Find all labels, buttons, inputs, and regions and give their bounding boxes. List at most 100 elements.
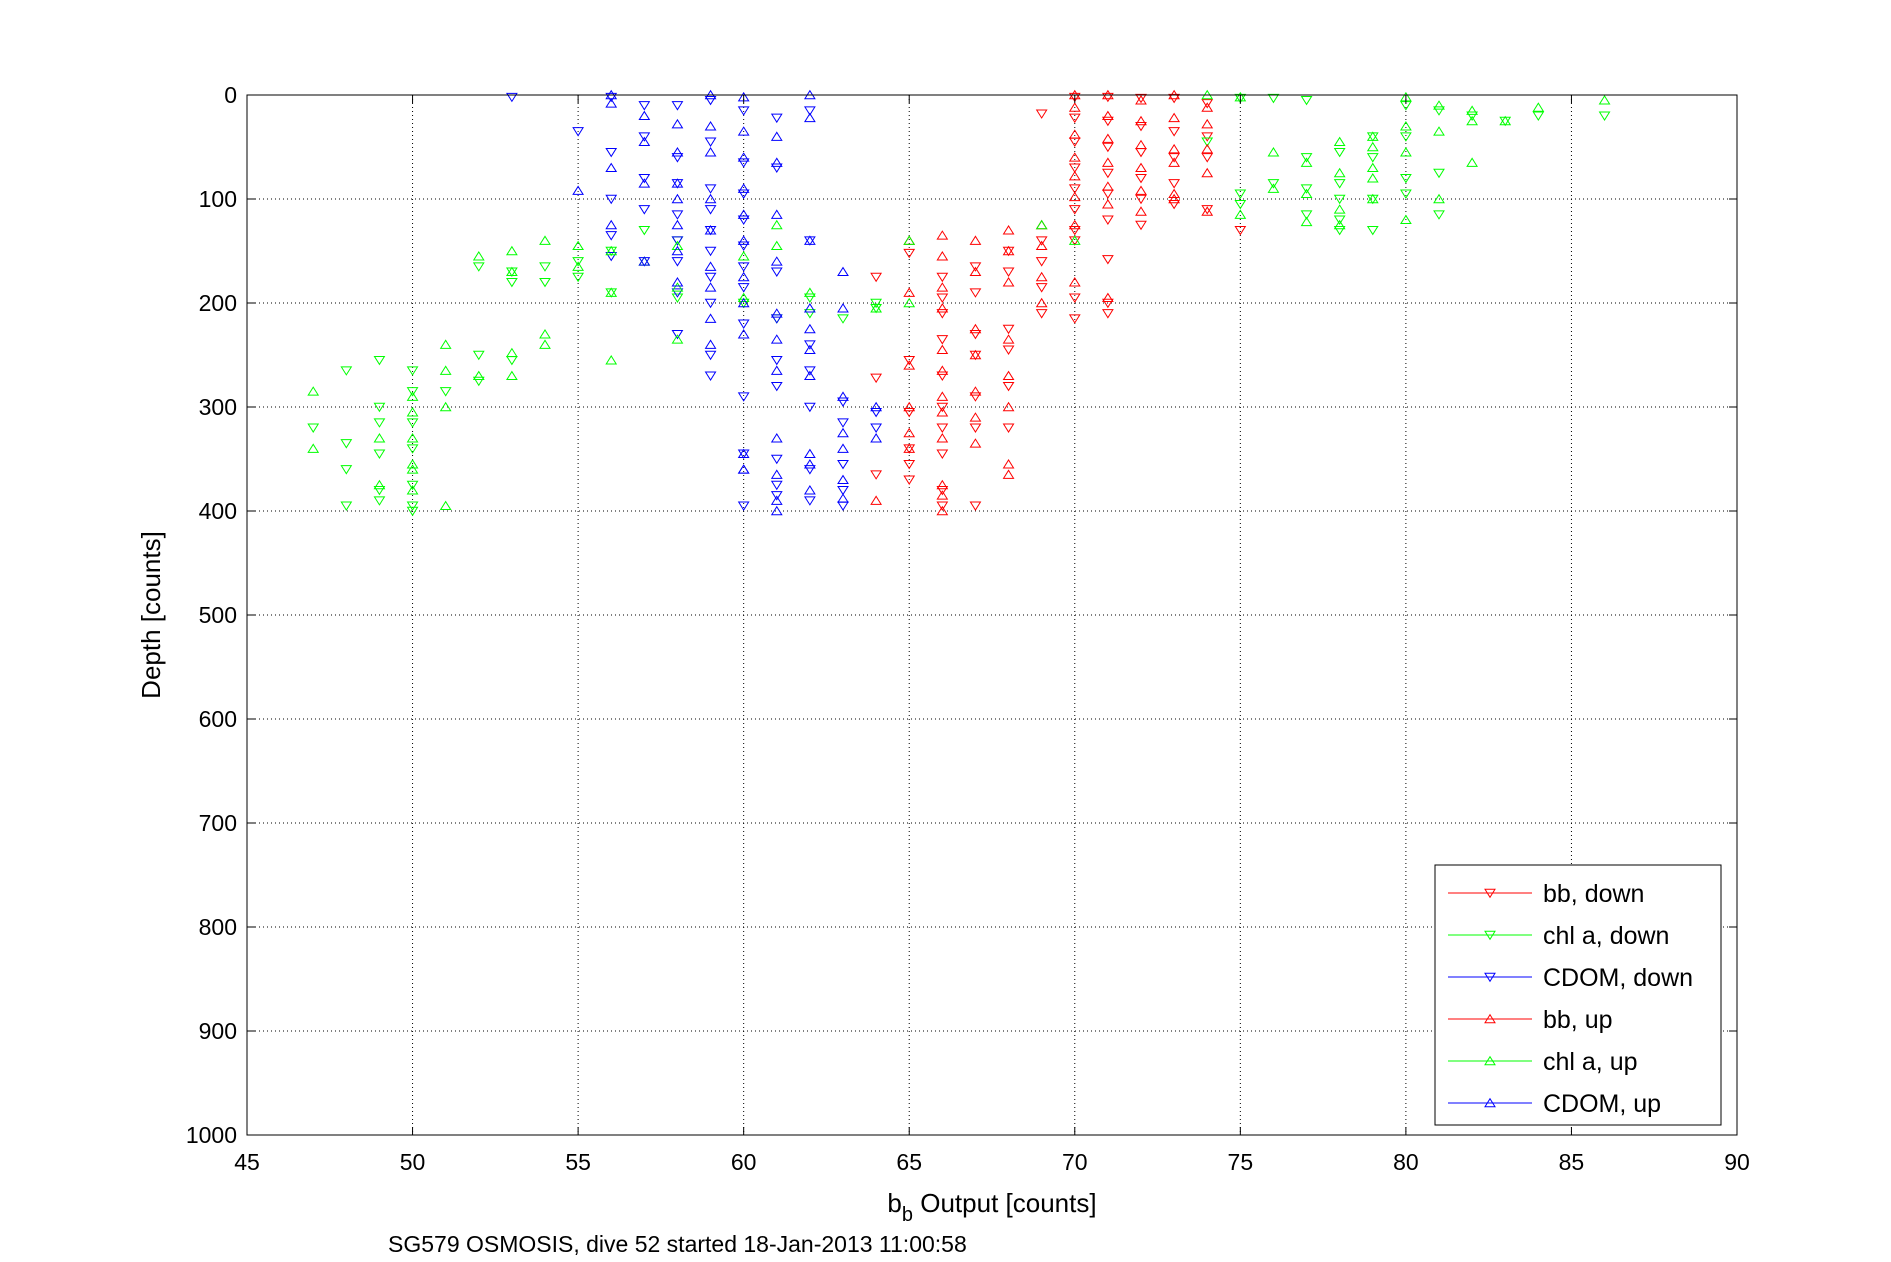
data-point	[737, 126, 750, 136]
y-tick-label: 700	[199, 810, 237, 836]
data-point	[1135, 93, 1147, 104]
data-point	[936, 433, 949, 443]
data-point	[406, 506, 419, 517]
data-point	[870, 401, 883, 412]
data-point	[704, 246, 717, 257]
data-point	[1300, 95, 1313, 106]
data-point	[903, 235, 916, 245]
data-point	[1598, 111, 1611, 121]
data-point	[704, 121, 717, 131]
data-point	[936, 293, 949, 303]
data-point	[936, 309, 949, 319]
data-point	[1267, 147, 1280, 157]
data-point	[1002, 423, 1015, 433]
data-point	[1532, 102, 1545, 112]
data-point	[737, 271, 750, 282]
legend-marker	[1484, 1013, 1496, 1024]
data-point	[1101, 142, 1114, 153]
data-point	[505, 277, 518, 288]
x-tick-label: 75	[1228, 1149, 1254, 1175]
data-point	[803, 235, 816, 245]
data-point	[936, 272, 949, 283]
data-point	[1201, 167, 1214, 178]
x-tick-label: 55	[565, 1149, 591, 1175]
data-point	[936, 365, 949, 375]
data-point	[1366, 193, 1379, 204]
data-point	[1068, 293, 1081, 303]
data-point	[803, 370, 816, 381]
data-point	[1532, 111, 1545, 121]
data-point	[307, 386, 320, 396]
data-point	[936, 371, 949, 381]
data-point	[638, 110, 651, 121]
data-point	[572, 272, 585, 283]
data-point	[737, 241, 750, 251]
data-point	[1399, 147, 1412, 157]
data-point	[870, 303, 883, 313]
data-point	[472, 262, 485, 272]
data-point	[1101, 298, 1114, 309]
data-point	[1168, 199, 1181, 210]
data-point	[605, 98, 618, 108]
data-point	[572, 185, 585, 195]
data-point	[903, 355, 916, 366]
data-point	[373, 485, 386, 496]
x-tick-label: 90	[1724, 1149, 1750, 1175]
figure-caption: SG579 OSMOSIS, dive 52 started 18-Jan-20…	[388, 1231, 967, 1257]
data-point	[671, 101, 684, 111]
data-point	[1366, 225, 1379, 236]
data-point	[572, 240, 585, 251]
data-point	[605, 355, 618, 365]
data-point	[373, 355, 386, 366]
data-point	[1168, 188, 1181, 199]
data-point	[1300, 216, 1313, 227]
data-point	[1101, 133, 1114, 143]
data-point	[803, 287, 816, 297]
data-point	[770, 334, 783, 344]
data-point	[770, 219, 783, 230]
data-point	[1168, 153, 1181, 163]
data-point	[307, 423, 320, 433]
data-point	[870, 298, 883, 309]
data-point	[406, 391, 419, 401]
data-point	[472, 251, 485, 261]
data-point	[803, 106, 816, 116]
data-point	[406, 459, 419, 469]
data-point	[671, 277, 684, 287]
data-point	[837, 303, 849, 313]
data-point	[704, 339, 717, 349]
data-point	[803, 309, 816, 319]
series-2	[505, 92, 883, 511]
data-point	[1366, 153, 1379, 163]
data-point	[770, 267, 783, 277]
data-point	[1035, 283, 1048, 293]
data-point	[406, 418, 419, 428]
data-point	[1499, 115, 1512, 126]
data-point	[1101, 255, 1114, 265]
data-point	[1101, 215, 1114, 225]
x-tick-label: 50	[400, 1149, 426, 1175]
data-point	[903, 427, 916, 438]
data-point	[1068, 170, 1081, 181]
data-point	[1267, 179, 1280, 189]
data-point	[770, 491, 783, 501]
data-point	[1101, 110, 1114, 121]
data-point	[803, 344, 816, 355]
data-point	[1466, 157, 1479, 167]
data-point	[1433, 193, 1445, 204]
data-point	[870, 423, 883, 433]
data-point	[671, 282, 684, 292]
data-point	[1168, 179, 1181, 189]
data-point	[870, 407, 883, 418]
data-point	[704, 350, 717, 361]
data-point	[505, 245, 518, 256]
data-point	[572, 257, 585, 267]
data-point	[1068, 205, 1081, 215]
data-point	[1433, 126, 1445, 136]
data-point	[770, 365, 783, 375]
data-point	[671, 118, 684, 129]
data-point	[737, 319, 750, 329]
y-axis-label: Depth [counts]	[136, 531, 166, 699]
data-point	[1101, 181, 1114, 191]
